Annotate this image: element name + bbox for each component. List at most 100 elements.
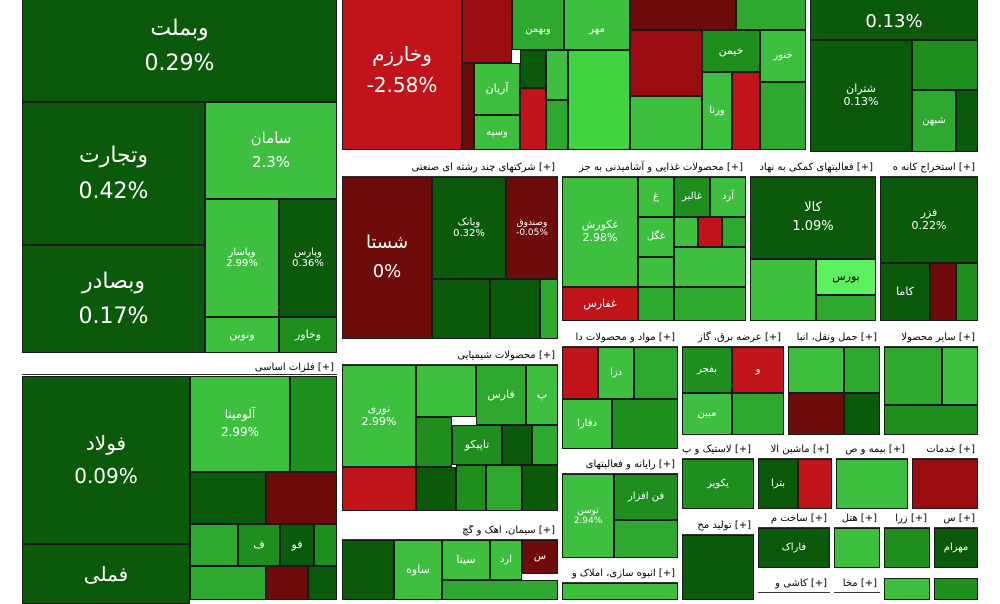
tile-vbahman[interactable]: وبهمن (512, 0, 564, 50)
tile-felez-fou[interactable]: فو (280, 524, 314, 566)
tile-arian[interactable]: آریان (474, 63, 520, 115)
tile-shasta[interactable]: شستا 0% (342, 177, 432, 339)
sector-header-mokha[interactable]: [+] مخا (834, 578, 880, 593)
tile-saveh[interactable]: ساوه (394, 540, 442, 600)
tile-haml-small[interactable] (788, 393, 844, 435)
tile-saman[interactable]: سامان 2.3% (205, 102, 337, 199)
tile-felez-small[interactable] (190, 524, 238, 566)
sector-header-mashin[interactable]: [+] ماشین آلا (758, 444, 832, 459)
tile-bank-small[interactable] (736, 0, 806, 30)
tile-vpars[interactable]: وپارس 0.36% (279, 199, 337, 317)
tile-vkhavar[interactable]: وخاور (279, 317, 337, 353)
tile-bank-small[interactable] (546, 50, 568, 100)
tile-ghaza-small[interactable] (638, 287, 674, 321)
tile-ghaza-small[interactable] (674, 247, 746, 287)
sector-header-khadamat[interactable]: [+] خدمات (912, 444, 978, 459)
tile-top-right[interactable]: 0.13% (810, 0, 978, 40)
tile-ghgh[interactable]: غ (638, 177, 674, 217)
tile-haml-small[interactable] (788, 347, 844, 393)
tile-bank-small[interactable] (760, 82, 806, 150)
tile-vnovin[interactable]: ونوین (205, 317, 279, 353)
tile-top-right-small[interactable] (912, 40, 978, 90)
tile-felez-fe[interactable]: ف (238, 524, 280, 566)
tile-felez-small[interactable] (266, 472, 337, 524)
tile-komaki-small[interactable] (750, 259, 816, 321)
tile-barq-small[interactable] (732, 393, 784, 435)
tile-shimiai-small[interactable] (502, 425, 532, 465)
tile-bank-small[interactable] (568, 50, 630, 150)
tile-chand-small[interactable] (540, 279, 558, 339)
tile-felez-small[interactable] (308, 566, 337, 600)
tile-shimiai-small[interactable] (416, 417, 452, 467)
tile-shimiai-small[interactable] (342, 467, 416, 511)
tile-farak[interactable]: فاراک (758, 528, 830, 568)
tile-dfara[interactable]: دفارا (562, 399, 612, 449)
sector-header-bime[interactable]: [+] بیمه و ص (836, 444, 908, 459)
sector-header-tolid[interactable]: [+] تولید مح (682, 520, 754, 535)
tile-shebahn[interactable]: شبهن (912, 90, 956, 152)
tile-felez-small[interactable] (190, 566, 266, 600)
tile-bottom-small[interactable] (884, 578, 930, 600)
tile-vsepah[interactable]: وسپه (474, 115, 520, 150)
tile-folad[interactable]: فولاد 0.09% (22, 376, 190, 544)
tile-bank-small[interactable] (630, 30, 702, 96)
tile-ferz[interactable]: فزر 0.22% (880, 177, 978, 263)
tile-mavad-small[interactable] (562, 347, 598, 399)
tile-vbmlt[interactable]: وبملت 0.29% (22, 0, 337, 102)
tile-felmi[interactable]: فملی (22, 544, 190, 604)
tile-mobin[interactable]: مبین (682, 393, 732, 435)
tile-bank-small[interactable] (630, 96, 702, 150)
tile-nouri[interactable]: نوری 2.99% (342, 365, 416, 467)
tile-bors[interactable]: بورس (816, 259, 876, 295)
tile-komaki-small[interactable] (816, 295, 876, 321)
tile-shimiai-small[interactable] (416, 365, 476, 417)
sector-header-anbooh[interactable]: [+] انبوه سازی، املاک و (562, 568, 678, 583)
sector-header-felezat[interactable]: [+] فلزات اساسی (22, 362, 337, 375)
tile-ghkorosh[interactable]: غکورش 2.98% (562, 177, 638, 287)
tile-vtejarat[interactable]: وتجارت 0.42% (22, 102, 205, 245)
tile-bank-small[interactable] (520, 50, 546, 88)
tile-bime-small[interactable] (836, 459, 908, 509)
tile-chand-small[interactable] (490, 279, 540, 339)
tile-felez-small[interactable] (266, 566, 308, 600)
sector-header-kashi[interactable]: [+] کاشی و (758, 578, 830, 593)
tile-bank-small[interactable] (462, 63, 474, 150)
tile-haml-small[interactable] (844, 393, 880, 435)
sector-header-rayane[interactable]: [+] رایانه و فعالیتهای (562, 457, 678, 474)
tile-shimiai-small[interactable] (456, 465, 486, 511)
tile-hotel-small[interactable] (834, 528, 880, 568)
tile-tapiko[interactable]: تاپیکو (452, 425, 502, 465)
sector-header-sayer[interactable]: [+] سایر محصولا (884, 330, 978, 347)
tile-kala[interactable]: کالا 1.09% (750, 177, 876, 259)
tile-bank-small[interactable] (630, 0, 736, 30)
tile-zra-small[interactable] (884, 528, 930, 568)
sector-header-siman[interactable]: [+] سیمان، آهک و گچ (342, 525, 558, 540)
tile-bank-small[interactable] (546, 100, 568, 150)
tile-mavad-small[interactable] (612, 399, 678, 449)
tile-tolid-small[interactable] (682, 535, 754, 600)
sector-header-komaki[interactable]: [+] فعالیتهای کمکی به نهاد (750, 160, 876, 177)
tile-ghfars[interactable]: غفارس (562, 287, 638, 321)
sector-header-hotel[interactable]: [+] هتل (834, 513, 880, 528)
tile-sayer-small[interactable] (884, 347, 942, 405)
tile-ard[interactable]: آرد (710, 177, 746, 217)
sector-header-shimiai[interactable]: [+] محصولات شیمیایی (342, 348, 558, 365)
tile-shimiai-small[interactable] (532, 425, 558, 465)
tile-vbank[interactable]: وبانک 0.32% (432, 177, 506, 279)
sector-header-haml[interactable]: [+] حمل ونقل، انبا (788, 330, 880, 347)
tile-khanvar[interactable]: خنور (760, 30, 806, 82)
tile-barq-o[interactable]: و (732, 347, 784, 393)
tile-mashin-small[interactable] (798, 459, 832, 509)
tile-mavad-small[interactable] (634, 347, 678, 399)
tile-dzar[interactable]: دزا (598, 347, 634, 399)
tile-estekhraj-small[interactable] (956, 263, 978, 321)
tile-vbsader[interactable]: وبصادر 0.17% (22, 245, 205, 353)
tile-mehram[interactable]: مهرام (934, 528, 978, 568)
tile-vkharazm[interactable]: وخارزم -2.58% (342, 0, 462, 150)
tile-siman-s[interactable]: س (522, 540, 558, 574)
tile-btra[interactable]: بترا (758, 459, 798, 509)
tile-ghaza-small[interactable] (698, 217, 722, 247)
tile-pakavir[interactable]: یکویر (682, 459, 754, 509)
tile-vrna[interactable]: ورنا (702, 72, 732, 150)
tile-anbooh-small[interactable] (562, 583, 678, 600)
